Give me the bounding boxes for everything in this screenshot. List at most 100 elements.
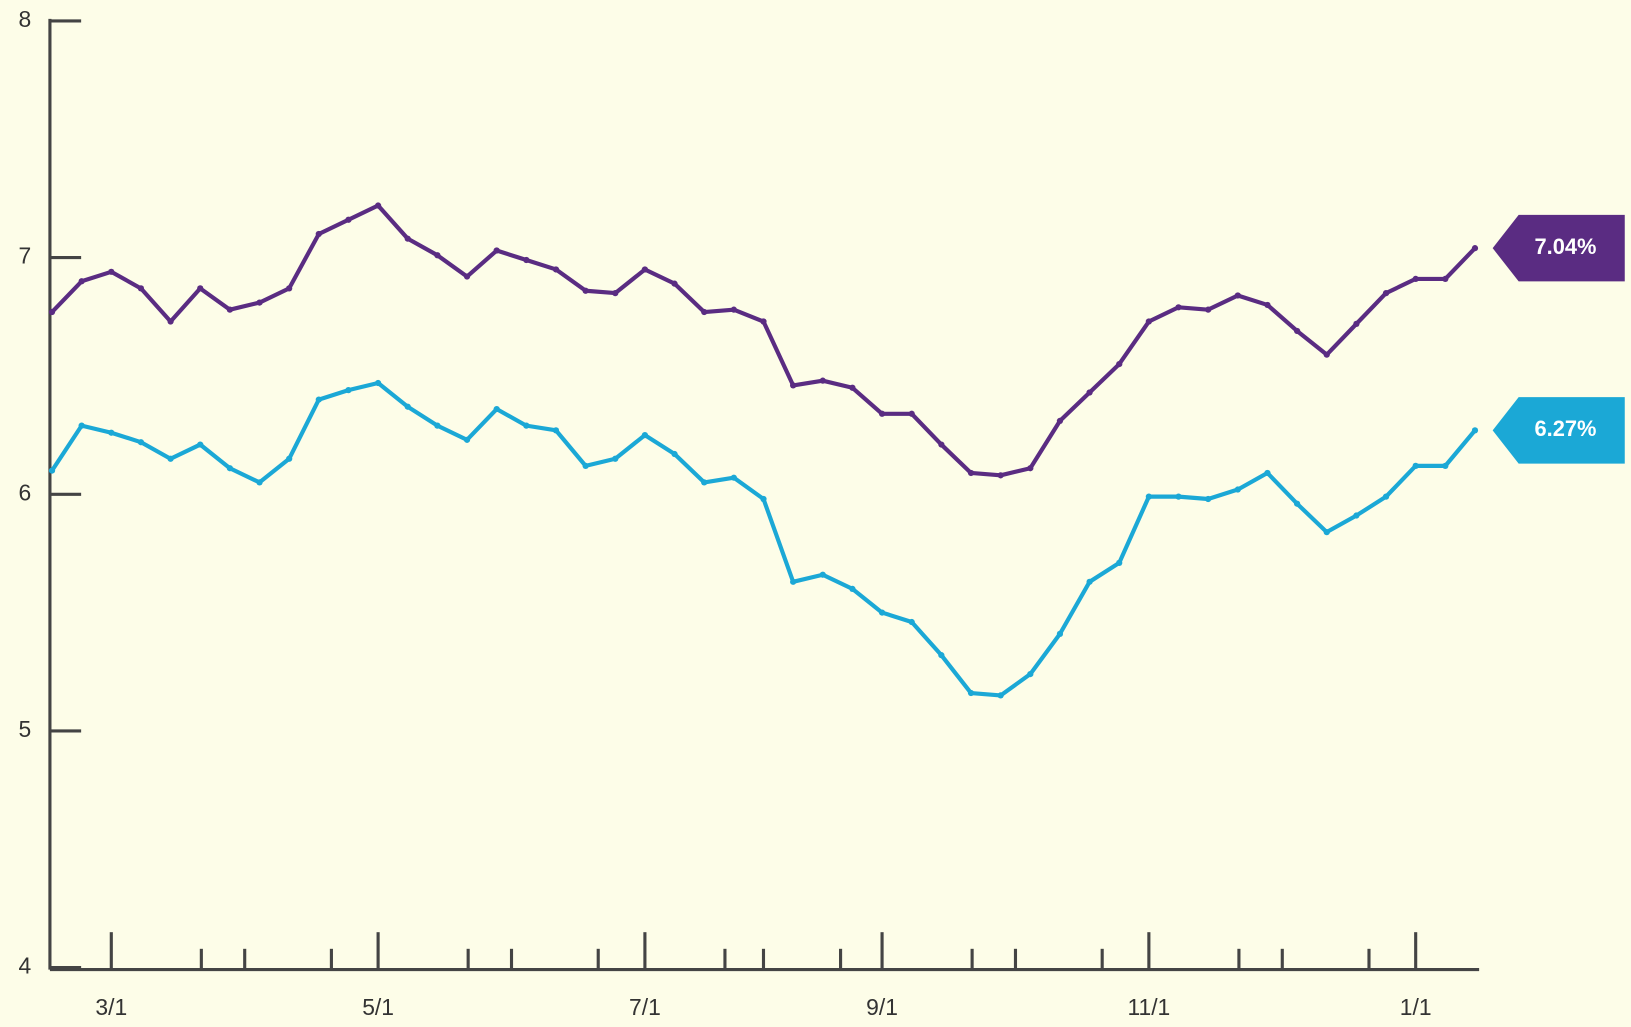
point [1442, 275, 1449, 283]
point [463, 273, 471, 280]
point [908, 618, 915, 626]
point [197, 441, 204, 448]
point [552, 266, 560, 273]
point [315, 396, 322, 403]
point [256, 299, 263, 306]
point [1442, 462, 1449, 469]
point [790, 382, 797, 389]
point [226, 465, 233, 472]
end-badge-label: 7.04% [1535, 234, 1597, 259]
point [137, 439, 145, 446]
point [552, 427, 560, 434]
point [404, 235, 411, 242]
point [1471, 427, 1479, 434]
point [849, 585, 856, 593]
point [345, 216, 352, 223]
point [78, 278, 85, 285]
point [1382, 289, 1390, 297]
point [463, 436, 471, 443]
point [1382, 493, 1390, 500]
point [404, 403, 411, 410]
point [908, 410, 915, 417]
point [701, 479, 708, 486]
point [641, 431, 649, 439]
point [997, 692, 1004, 699]
point [1027, 465, 1034, 472]
point [1056, 417, 1064, 425]
point [1471, 245, 1479, 252]
point [641, 266, 649, 273]
y-tick-label: 5 [18, 716, 31, 742]
point [1086, 578, 1093, 585]
point [760, 495, 767, 503]
point [374, 379, 382, 387]
point [1205, 306, 1212, 313]
point [760, 318, 767, 325]
point [1145, 318, 1152, 325]
point [48, 467, 56, 474]
point [315, 230, 322, 238]
point [137, 285, 145, 292]
point [374, 202, 382, 209]
end-badge [1492, 214, 1625, 282]
point [878, 609, 886, 616]
point [849, 384, 856, 391]
point [523, 256, 530, 264]
point [226, 306, 233, 313]
point [286, 455, 293, 462]
point [967, 469, 975, 477]
point [1264, 301, 1271, 309]
y-tick-label: 4 [18, 953, 31, 979]
point [1175, 304, 1182, 311]
point [582, 462, 589, 469]
point [819, 571, 826, 578]
end-badge [1492, 397, 1625, 464]
x-tick-label: 11/1 [1127, 994, 1170, 1020]
point [256, 479, 263, 486]
point [286, 285, 293, 292]
point [167, 318, 174, 325]
point [493, 405, 500, 413]
point [1116, 360, 1123, 368]
x-tick-label: 7/1 [629, 994, 661, 1020]
point [1293, 500, 1301, 507]
point [878, 410, 886, 417]
point [48, 308, 56, 316]
point [345, 387, 352, 394]
x-tick-label: 9/1 [866, 994, 898, 1020]
point [938, 441, 945, 448]
point [1353, 320, 1360, 327]
point [967, 689, 975, 697]
point [582, 287, 589, 294]
point [1412, 462, 1419, 469]
end-badge-label: 6.27% [1535, 416, 1597, 441]
point [701, 308, 708, 316]
point [523, 422, 530, 429]
y-tick-label: 7 [18, 243, 31, 269]
point [819, 377, 826, 384]
point [671, 280, 678, 287]
y-tick-label: 8 [18, 6, 31, 32]
x-tick-label: 1/1 [1400, 994, 1432, 1020]
x-tick-label: 3/1 [95, 994, 127, 1020]
point [730, 306, 737, 313]
point [1056, 630, 1064, 637]
point [434, 252, 441, 259]
point [1175, 493, 1182, 500]
y-tick-label: 6 [18, 479, 31, 505]
point [671, 450, 678, 458]
point [78, 422, 85, 429]
point [1293, 327, 1301, 335]
point [730, 474, 737, 481]
point [1205, 495, 1212, 503]
point [1412, 275, 1419, 283]
point [1086, 389, 1093, 396]
x-tick-label: 5/1 [362, 994, 394, 1020]
point [1264, 469, 1271, 477]
point [434, 422, 441, 429]
point [612, 289, 619, 297]
point [1116, 559, 1123, 567]
